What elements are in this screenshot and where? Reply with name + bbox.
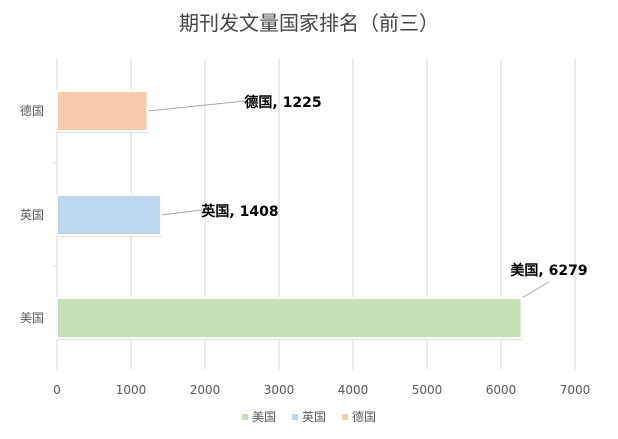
data-label: 英国, 1408 xyxy=(200,203,278,220)
x-tick-label: 3000 xyxy=(264,383,295,397)
category-label: 德国 xyxy=(20,103,44,118)
x-tick-label: 5000 xyxy=(412,383,443,397)
legend-swatch xyxy=(292,414,298,420)
x-tick-label: 0 xyxy=(53,383,61,397)
legend-swatch xyxy=(242,414,248,420)
leader-line xyxy=(521,281,550,299)
bar xyxy=(56,90,149,132)
x-tick-label: 7000 xyxy=(560,383,591,397)
bar xyxy=(56,194,163,236)
leader-lines xyxy=(147,100,550,299)
leader-line xyxy=(147,100,246,112)
data-labels: 德国, 1225 英国, 1408 美国, 6279 xyxy=(200,94,587,279)
data-label: 美国, 6279 xyxy=(510,262,587,279)
category-label: 英国 xyxy=(20,208,44,222)
legend-label: 美国 xyxy=(252,410,276,424)
x-tick-label: 6000 xyxy=(486,383,517,397)
leader-line xyxy=(161,209,203,216)
x-tick-label: 4000 xyxy=(338,383,369,397)
value-axis: 0 1000 2000 3000 4000 5000 6000 7000 xyxy=(53,383,590,397)
gridlines xyxy=(130,58,576,370)
legend-label: 英国 xyxy=(302,410,326,424)
data-label: 德国, 1225 xyxy=(244,94,321,111)
bar xyxy=(56,297,523,339)
category-label: 美国 xyxy=(20,311,44,325)
legend-swatch xyxy=(342,414,348,420)
legend-label: 德国 xyxy=(352,409,376,424)
chart-title: 期刊发文量国家排名（前三） xyxy=(179,11,439,35)
bars xyxy=(56,90,523,340)
legend: 美国 英国 德国 xyxy=(242,409,376,424)
x-tick-label: 1000 xyxy=(116,383,147,397)
x-tick-label: 2000 xyxy=(190,383,221,397)
